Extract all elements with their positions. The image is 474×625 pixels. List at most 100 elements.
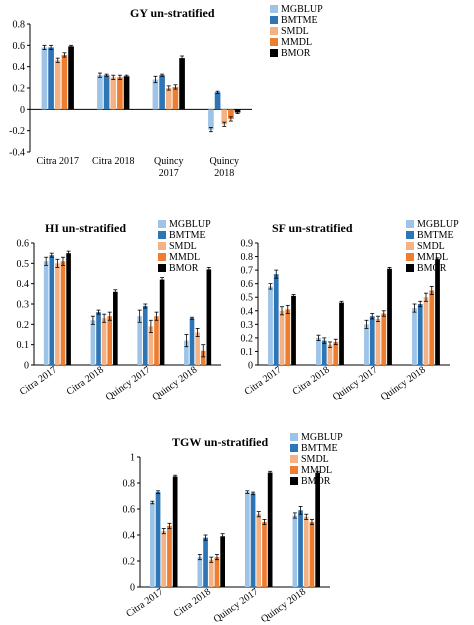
y-tick-label: 0.2 bbox=[13, 84, 26, 95]
bar-mgblup bbox=[364, 324, 369, 365]
bar-bmtme bbox=[203, 537, 208, 587]
legend-swatch bbox=[406, 264, 414, 272]
y-tick-label: 0 bbox=[130, 583, 135, 594]
x-tick-label: 2018 bbox=[214, 168, 234, 179]
bar-mgblup bbox=[137, 316, 142, 365]
x-tick-label: Quincy bbox=[210, 156, 239, 167]
y-tick-label: 0.3 bbox=[17, 300, 30, 311]
bar-bmor bbox=[68, 46, 74, 110]
legend-swatch bbox=[406, 242, 414, 250]
legend-label: SMDL bbox=[281, 26, 309, 37]
bar-bmor bbox=[387, 268, 392, 365]
legend-label: BMTME bbox=[301, 443, 338, 454]
bar-mgblup bbox=[197, 557, 203, 587]
y-tick-label: -0.4 bbox=[9, 148, 25, 159]
bar-smdl bbox=[195, 332, 200, 365]
bar-smdl bbox=[327, 344, 333, 365]
bar-bmtme bbox=[103, 75, 110, 110]
legend-swatch bbox=[270, 16, 278, 24]
legend-label: BMOR bbox=[281, 48, 311, 59]
bar-bmor bbox=[159, 279, 165, 365]
bar-bmtme bbox=[155, 492, 161, 587]
legend-label: SMDL bbox=[417, 241, 445, 252]
bar-mgblup bbox=[90, 320, 96, 365]
x-tick-label: Citra 2018 bbox=[92, 156, 135, 167]
legend-label: MMDL bbox=[417, 252, 448, 263]
legend-swatch bbox=[406, 220, 414, 228]
bar-mmdl bbox=[333, 341, 339, 365]
x-tick-label: Citra 2018 bbox=[172, 586, 213, 619]
bar-smdl bbox=[165, 88, 172, 110]
bar-smdl bbox=[54, 60, 61, 110]
legend-label: BMOR bbox=[417, 263, 447, 274]
bar-mmdl bbox=[214, 557, 220, 587]
legend-swatch bbox=[290, 433, 298, 441]
x-tick-label: Citra 2018 bbox=[291, 364, 332, 397]
bar-mgblup bbox=[43, 261, 49, 365]
bar-bmtme bbox=[96, 312, 101, 365]
bar-mmdl bbox=[309, 522, 315, 587]
y-tick-label: 0.5 bbox=[241, 293, 254, 304]
x-tick-label: Quincy 2018 bbox=[259, 586, 308, 625]
y-tick-label: 0.3 bbox=[241, 320, 254, 331]
bar-smdl bbox=[423, 297, 429, 365]
legend-label: MGBLUP bbox=[281, 4, 323, 15]
bar-mmdl bbox=[200, 350, 206, 365]
bar-bmor bbox=[291, 295, 296, 365]
legend-swatch bbox=[290, 477, 298, 485]
legend-swatch bbox=[158, 220, 166, 228]
y-tick-label: 0.6 bbox=[17, 239, 30, 250]
legend-swatch bbox=[158, 264, 166, 272]
bar-bmtme bbox=[214, 92, 221, 110]
legend-swatch bbox=[290, 444, 298, 452]
y-tick-label: 0 bbox=[248, 361, 253, 372]
legend-label: SMDL bbox=[301, 454, 329, 465]
y-tick-label: 1 bbox=[130, 453, 135, 464]
chart-title: SF un-stratified bbox=[272, 221, 353, 235]
bar-mmdl bbox=[167, 525, 172, 587]
legend-swatch bbox=[270, 5, 278, 13]
bar-bmtme bbox=[417, 304, 423, 365]
bar-smdl bbox=[208, 559, 214, 587]
bar-bmtme bbox=[273, 274, 279, 365]
y-tick-label: 0.8 bbox=[123, 479, 136, 490]
y-tick-label: 0 bbox=[20, 105, 25, 116]
bar-smdl bbox=[256, 514, 262, 587]
bar-bmor bbox=[123, 76, 130, 110]
bar-smdl bbox=[303, 516, 309, 587]
bar-bmtme bbox=[298, 510, 303, 587]
bar-bmtme bbox=[189, 318, 195, 365]
bar-smdl bbox=[375, 318, 381, 365]
legend-label: MGBLUP bbox=[169, 219, 211, 230]
bar-smdl bbox=[148, 326, 154, 365]
legend-swatch bbox=[270, 27, 278, 35]
y-tick-label: 0.1 bbox=[17, 340, 30, 351]
bar-mgblup bbox=[184, 340, 189, 365]
x-tick-label: 2017 bbox=[159, 168, 179, 179]
bar-bmor bbox=[339, 302, 344, 365]
bar-bmor bbox=[220, 536, 225, 587]
bar-mmdl bbox=[228, 109, 234, 119]
bar-mgblup bbox=[268, 286, 273, 365]
legend-swatch bbox=[158, 253, 166, 261]
bar-mmdl bbox=[117, 77, 123, 110]
bar-mmdl bbox=[381, 313, 387, 365]
bar-mmdl bbox=[172, 86, 179, 110]
y-tick-label: 0.1 bbox=[241, 347, 254, 358]
bar-mgblup bbox=[41, 47, 48, 110]
bar-bmtme bbox=[49, 255, 55, 365]
y-tick-label: 0.4 bbox=[13, 62, 26, 73]
bar-smdl bbox=[279, 310, 285, 365]
legend-label: BMOR bbox=[301, 476, 331, 487]
y-tick-label: 0.6 bbox=[241, 279, 254, 290]
chart-1: HI un-stratified 0 0.1 0.2 0.3 0.4 0.5 0.6 Citra… bbox=[17, 219, 221, 403]
x-tick-label: Quincy 2017 bbox=[331, 364, 380, 403]
y-tick-label: 0.2 bbox=[123, 557, 136, 568]
bar-bmtme bbox=[250, 493, 256, 587]
legend-label: SMDL bbox=[169, 241, 197, 252]
chart-title: TGW un-stratified bbox=[172, 435, 268, 449]
y-tick-label: 0.5 bbox=[17, 259, 30, 270]
x-tick-label: Citra 2017 bbox=[37, 156, 80, 167]
y-tick-label: 0.9 bbox=[241, 239, 254, 250]
